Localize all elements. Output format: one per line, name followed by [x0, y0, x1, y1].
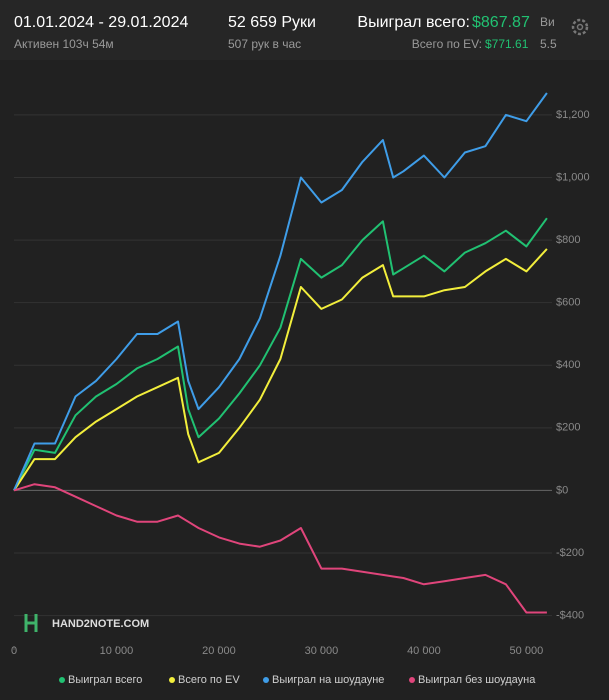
y-tick-label: $200	[556, 422, 580, 434]
active-time: Активен 103ч 54м	[14, 37, 114, 51]
legend-label: Выиграл на шоудауне	[272, 674, 384, 686]
series-line	[13, 483, 547, 614]
hands-rate: 507 рук в час	[228, 37, 301, 51]
legend-label: Всего по EV	[178, 674, 240, 686]
y-tick-label: $600	[556, 297, 580, 309]
legend-label: Выиграл всего	[68, 674, 142, 686]
y-tick-label: $800	[556, 234, 580, 246]
x-tick-label: 50 000	[510, 645, 544, 657]
series-line	[13, 248, 548, 491]
ev-label: Всего по EV:	[412, 37, 482, 51]
x-tick-label: 20 000	[202, 645, 236, 657]
logo	[24, 614, 38, 632]
won-value: $867.87	[472, 14, 530, 31]
y-tick-label: -$200	[556, 547, 584, 559]
legend-label: Выиграл без шоудауна	[418, 674, 536, 686]
watermark: HAND2NOTE.COM	[24, 614, 149, 632]
y-tick-label: $1,200	[556, 109, 590, 121]
legend-marker	[59, 677, 65, 683]
settings-icon-center	[576, 23, 584, 31]
x-tick-label: 30 000	[305, 645, 339, 657]
settings-bg	[562, 10, 598, 44]
header-bg	[0, 0, 609, 60]
y-tick-label: $0	[556, 484, 568, 496]
legend-marker	[263, 677, 269, 683]
series-line	[13, 217, 548, 491]
x-tick-label: 40 000	[407, 645, 441, 657]
date-range: 01.01.2024 - 29.01.2024	[14, 14, 188, 31]
cut-label: Ви	[540, 15, 555, 29]
hands: 52 659 Руки	[228, 14, 316, 31]
won-label: Выиграл всего:	[357, 14, 470, 31]
legend-marker	[409, 677, 415, 683]
y-tick-label: -$400	[556, 609, 584, 621]
series-line	[13, 92, 548, 491]
x-tick-label: 10 000	[100, 645, 134, 657]
x-tick-label: 0	[11, 645, 17, 657]
legend-marker	[169, 677, 175, 683]
watermark-text: HAND2NOTE.COM	[52, 618, 149, 630]
y-tick-label: $1,000	[556, 171, 590, 183]
cut-value: 5.5	[540, 37, 557, 51]
settings-icon[interactable]	[571, 18, 589, 36]
ev-value: $771.61	[485, 37, 529, 51]
y-tick-label: $400	[556, 359, 580, 371]
